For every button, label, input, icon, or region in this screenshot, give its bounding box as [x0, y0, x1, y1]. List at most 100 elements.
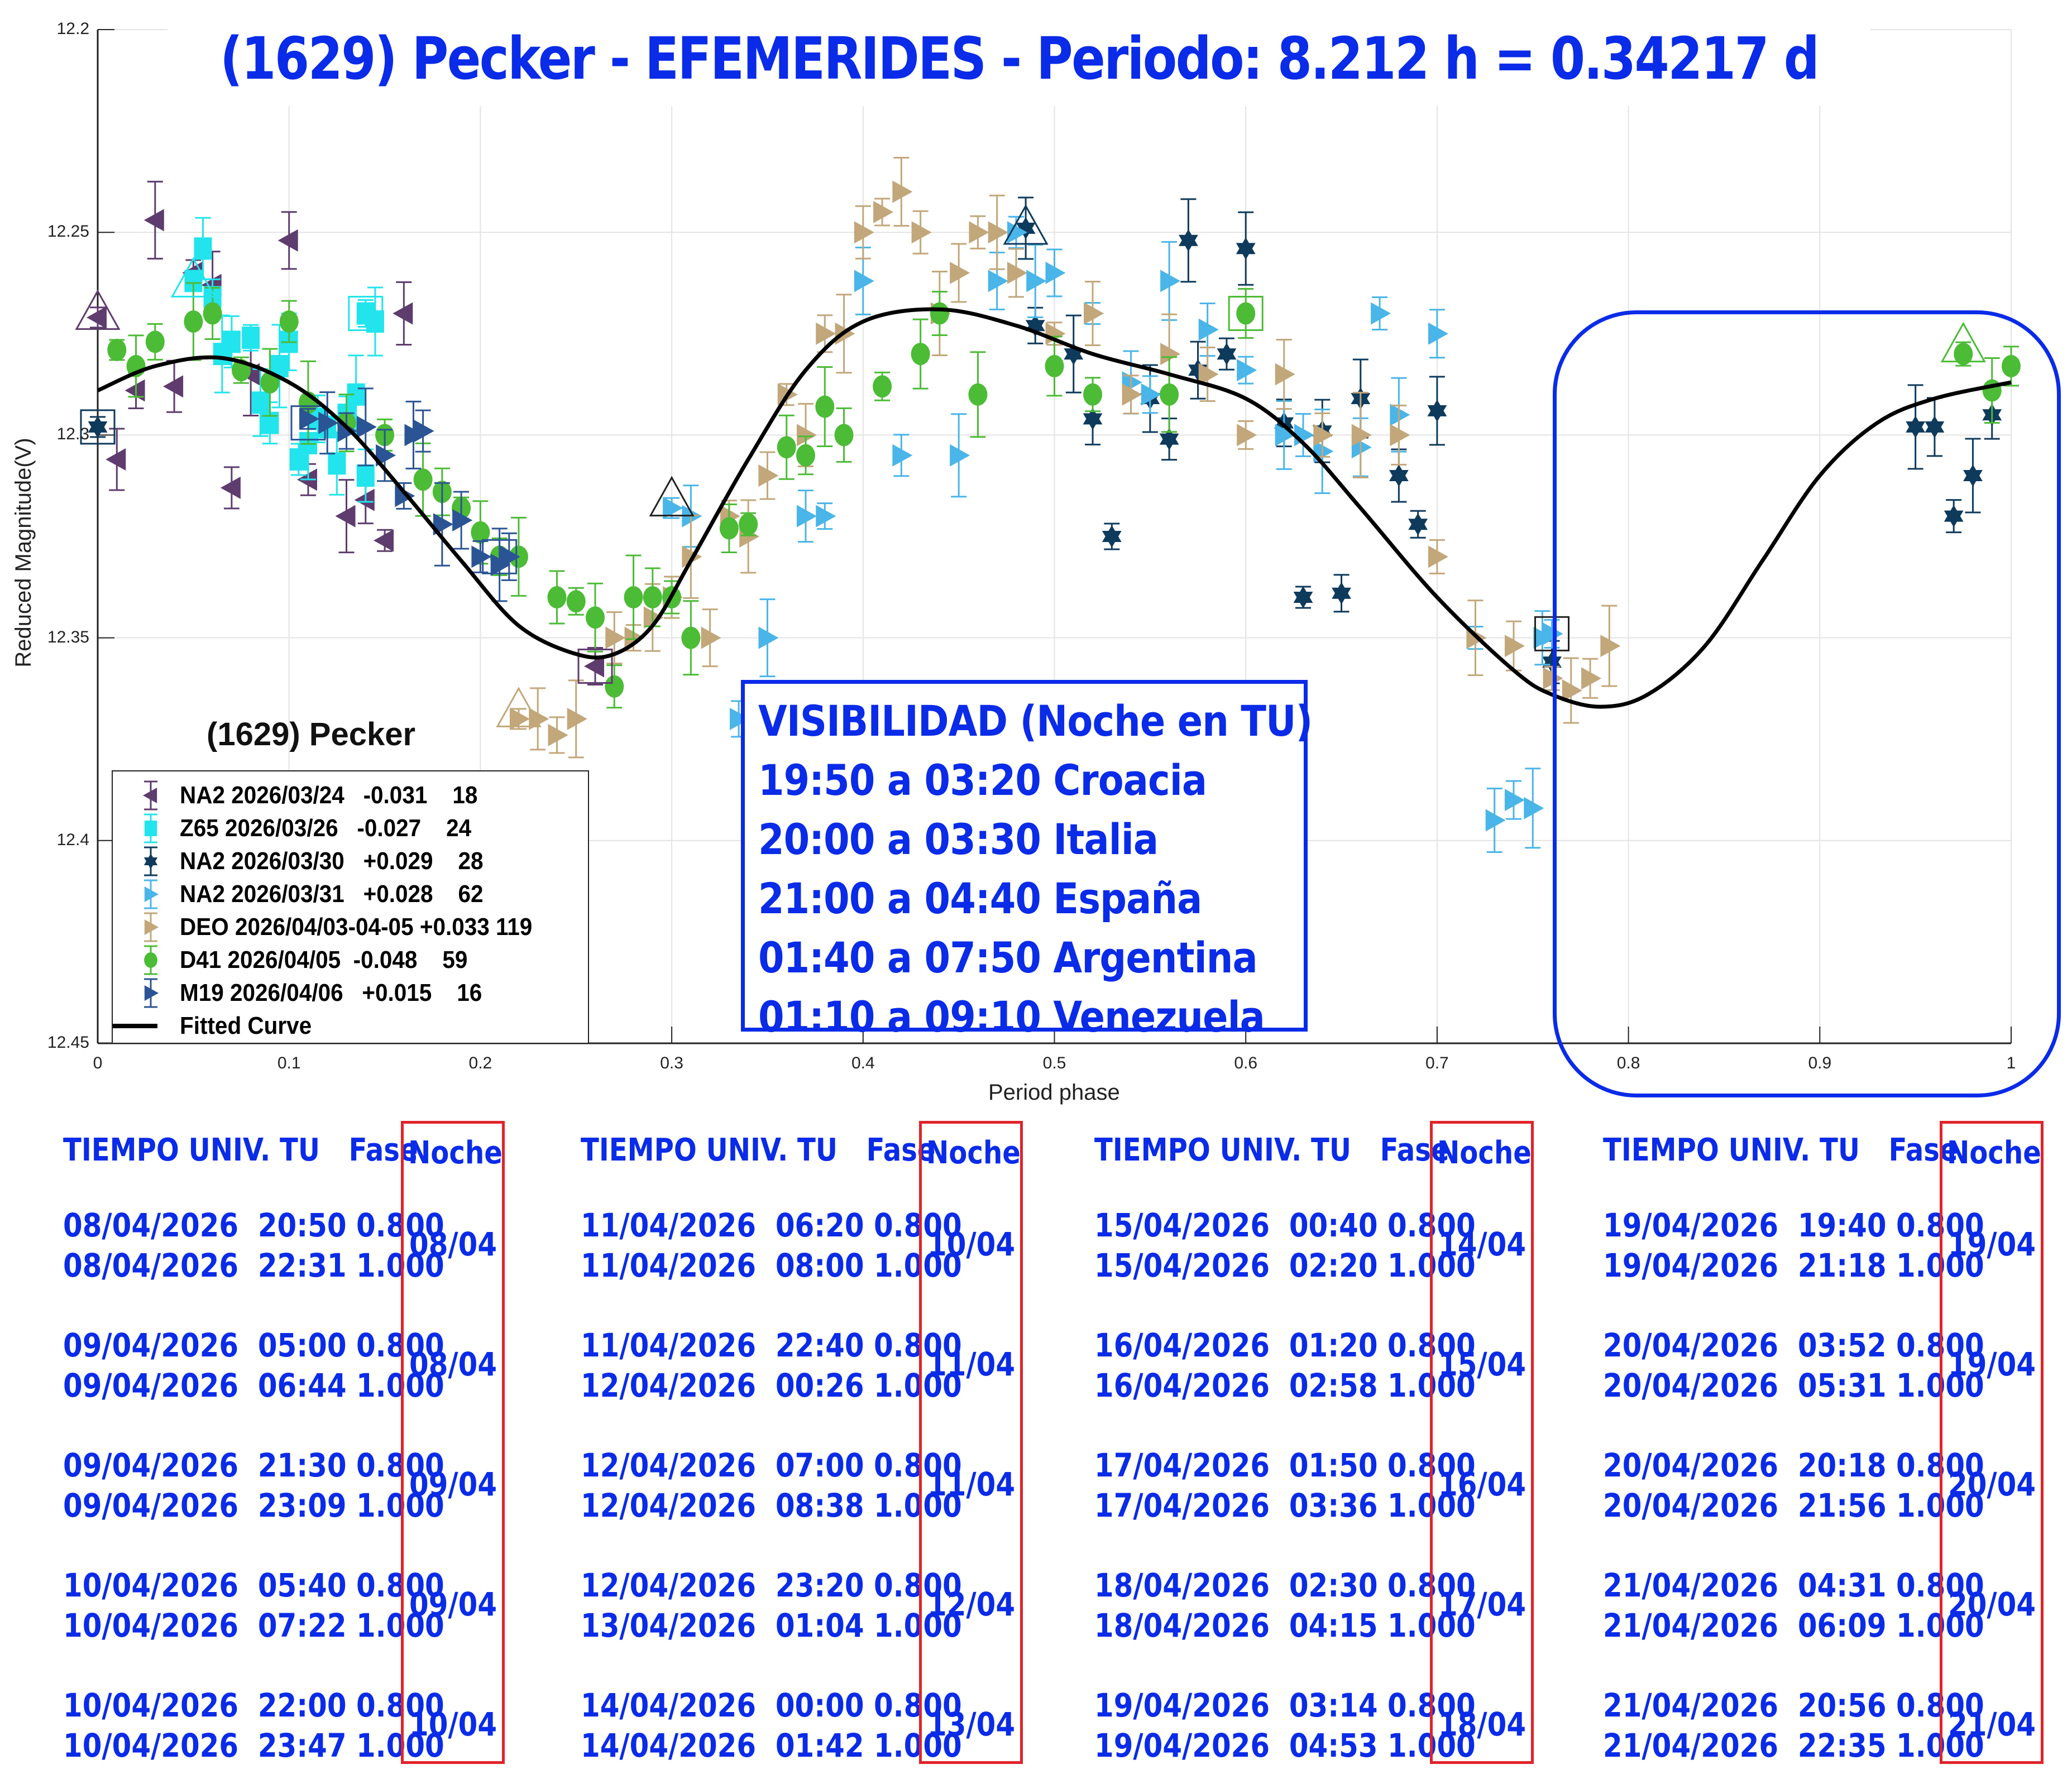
night-value: 19/04 [1948, 1345, 2036, 1383]
x-tick-label: 0 [93, 1054, 103, 1072]
x-tick-label: 0.1 [277, 1054, 301, 1072]
night-value: 11/04 [927, 1345, 1016, 1383]
table-row: 18/04/2026 02:30 0.800 [1094, 1566, 1476, 1604]
table-row: 09/04/2026 05:00 0.800 [63, 1326, 444, 1364]
header-phase: Fase [1380, 1132, 1449, 1168]
table-row: 21/04/2026 20:56 0.800 [1603, 1686, 1984, 1724]
circle-marker-icon [140, 944, 162, 976]
y-tick-label: 12.25 [47, 222, 89, 241]
x-tick-label: 0.7 [1425, 1054, 1449, 1072]
x-tick-label: 0.4 [851, 1054, 875, 1072]
table-row: 12/04/2026 00:26 1.000 [581, 1367, 962, 1404]
x-tick-label: 0.6 [1234, 1054, 1258, 1072]
night-column-box: Noche 08/04 08/04 09/04 09/04 10/04 [401, 1121, 505, 1764]
triangle-left-marker-icon [140, 779, 162, 812]
night-value: 16/04 [1438, 1465, 1527, 1503]
x-tick-label: 0.8 [1616, 1054, 1640, 1072]
legend-label: NA2 2026/03/30 +0.029 28 [180, 847, 484, 875]
table-row: 16/04/2026 02:58 1.000 [1094, 1367, 1476, 1404]
table-row: 10/04/2026 22:00 0.800 [63, 1686, 444, 1724]
table-row: 20/04/2026 03:52 0.800 [1603, 1326, 1984, 1364]
legend-item: NA2 2026/03/24 -0.031 18 [113, 779, 588, 812]
table-row: 09/04/2026 21:30 0.800 [63, 1446, 444, 1484]
y-tick-label: 12.35 [47, 627, 89, 646]
x-tick-label: 0.5 [1042, 1054, 1066, 1072]
y-tick-label: 12.45 [47, 1033, 89, 1052]
night-value: 08/04 [409, 1225, 497, 1263]
night-value: 10/04 [927, 1225, 1016, 1263]
table-row: 16/04/2026 01:20 0.800 [1094, 1326, 1476, 1364]
header-time: TIEMPO UNIV. TU [581, 1132, 838, 1168]
table-row: 11/04/2026 08:00 1.000 [581, 1246, 962, 1284]
table-row: 21/04/2026 22:35 1.000 [1603, 1727, 1984, 1765]
header-night: Noche [926, 1135, 1021, 1171]
table-header: TIEMPO UNIV. TU Fase [1094, 1132, 1449, 1168]
triangle-right-marker-icon [140, 878, 162, 910]
night-value: 21/04 [1948, 1705, 2036, 1743]
visibility-title: VISIBILIDAD (Noche en TU) [758, 696, 1313, 746]
table-row: 12/04/2026 23:20 0.800 [581, 1566, 962, 1604]
table-row: 10/04/2026 23:47 1.000 [63, 1727, 444, 1765]
table-header: TIEMPO UNIV. TU Fase [581, 1132, 936, 1168]
chart-subtitle: (1629) Pecker [207, 716, 416, 752]
legend-item: NA2 2026/03/30 +0.029 28 [113, 845, 588, 878]
night-value: 20/04 [1948, 1585, 2036, 1623]
table-row: 12/04/2026 07:00 0.800 [581, 1446, 962, 1484]
night-value: 09/04 [409, 1465, 497, 1503]
x-tick-label: 0.9 [1808, 1054, 1832, 1072]
visibility-argentina: 01:40 a 07:50 Argentina [758, 933, 1258, 982]
table-row: 15/04/2026 00:40 0.800 [1094, 1206, 1476, 1244]
legend-label: NA2 2026/03/31 +0.028 62 [180, 880, 484, 908]
y-tick-label: 12.2 [56, 20, 89, 38]
table-row: 14/04/2026 00:00 0.800 [581, 1686, 962, 1724]
night-value: 17/04 [1438, 1585, 1527, 1623]
table-row: 18/04/2026 04:15 1.000 [1094, 1607, 1476, 1644]
ephemeris-table-1: TIEMPO UNIV. TU Fase 08/04/2026 20:50 0.80… [53, 1116, 556, 1774]
table-row: 21/04/2026 04:31 0.800 [1603, 1566, 1984, 1604]
table-row: 19/04/2026 21:18 1.000 [1603, 1246, 1984, 1284]
night-value: 19/04 [1948, 1225, 2036, 1263]
y-axis-label: Reduced Magnitude(V) [11, 438, 36, 668]
table-row: 21/04/2026 06:09 1.000 [1603, 1607, 1984, 1644]
table-row: 17/04/2026 03:36 1.000 [1094, 1487, 1476, 1524]
header-time: TIEMPO UNIV. TU [1603, 1132, 1860, 1168]
night-value: 09/04 [409, 1585, 497, 1623]
legend-label: Z65 2026/03/26 -0.027 24 [180, 814, 472, 842]
legend-label: NA2 2026/03/24 -0.031 18 [180, 781, 478, 809]
night-value: 20/04 [1948, 1465, 2036, 1503]
table-row: 12/04/2026 08:38 1.000 [581, 1487, 962, 1524]
legend-label: M19 2026/04/06 +0.015 16 [180, 979, 482, 1006]
table-row: 20/04/2026 21:56 1.000 [1603, 1487, 1984, 1524]
night-column-box: Noche 14/04 15/04 16/04 17/04 18/04 [1430, 1121, 1534, 1764]
legend-item: D41 2026/04/05 -0.048 59 [113, 944, 588, 976]
visibility-box: VISIBILIDAD (Noche en TU) 19:50 a 03:20 … [741, 680, 1313, 1042]
header-night: Noche [1437, 1135, 1532, 1171]
legend-item: Z65 2026/03/26 -0.027 24 [113, 812, 588, 845]
line-marker-icon [113, 1010, 157, 1042]
table-row: 15/04/2026 02:20 1.000 [1094, 1246, 1476, 1284]
table-row: 10/04/2026 07:22 1.000 [63, 1607, 444, 1644]
ephemeris-table-3: TIEMPO UNIV. TU Fase 15/04/2026 00:40 0.80… [1084, 1116, 1587, 1774]
header-time: TIEMPO UNIV. TU [1094, 1132, 1352, 1168]
table-row: 17/04/2026 01:50 0.800 [1094, 1446, 1476, 1484]
legend-label: D41 2026/04/05 -0.048 59 [180, 946, 468, 974]
x-tick-label: 1 [2006, 1054, 2016, 1072]
night-value: 11/04 [927, 1465, 1016, 1503]
x-axis-label: Period phase [988, 1080, 1120, 1105]
triangle-right-marker-icon [140, 977, 162, 1009]
visibility-italia: 20:00 a 03:30 Italia [758, 814, 1159, 864]
table-row: 19/04/2026 03:14 0.800 [1094, 1686, 1476, 1724]
visibility-venezuela: 01:10 a 09:10 Venezuela [758, 992, 1265, 1042]
table-row: 08/04/2026 22:31 1.000 [63, 1246, 444, 1284]
chart-title-banner: (1629) Pecker - EFEMERIDES - Periodo: 8.… [168, 11, 1870, 106]
y-tick-label: 12.3 [56, 425, 89, 444]
night-value: 13/04 [927, 1705, 1016, 1743]
y-tick-label: 12.4 [56, 830, 89, 849]
table-row: 20/04/2026 05:31 1.000 [1603, 1367, 1984, 1404]
legend-item: NA2 2026/03/31 +0.028 62 [113, 878, 588, 910]
fitted-curve [97, 307, 2012, 709]
legend-label: Fitted Curve [180, 1012, 312, 1039]
header-night: Noche [408, 1135, 503, 1171]
night-value: 14/04 [1438, 1225, 1527, 1263]
header-phase: Fase [1888, 1132, 1958, 1168]
